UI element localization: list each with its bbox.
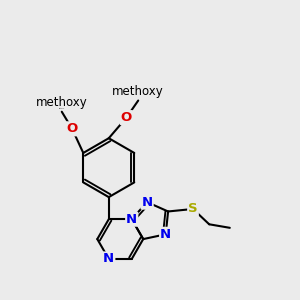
Text: N: N (160, 228, 171, 241)
Text: O: O (67, 122, 78, 135)
Text: O: O (121, 111, 132, 124)
Text: S: S (188, 202, 198, 215)
Text: methoxy: methoxy (112, 85, 164, 98)
Text: N: N (142, 196, 153, 208)
Text: methoxy: methoxy (36, 96, 88, 110)
Text: N: N (103, 253, 114, 266)
Text: methoxy: methoxy (59, 107, 65, 109)
Text: N: N (126, 213, 137, 226)
